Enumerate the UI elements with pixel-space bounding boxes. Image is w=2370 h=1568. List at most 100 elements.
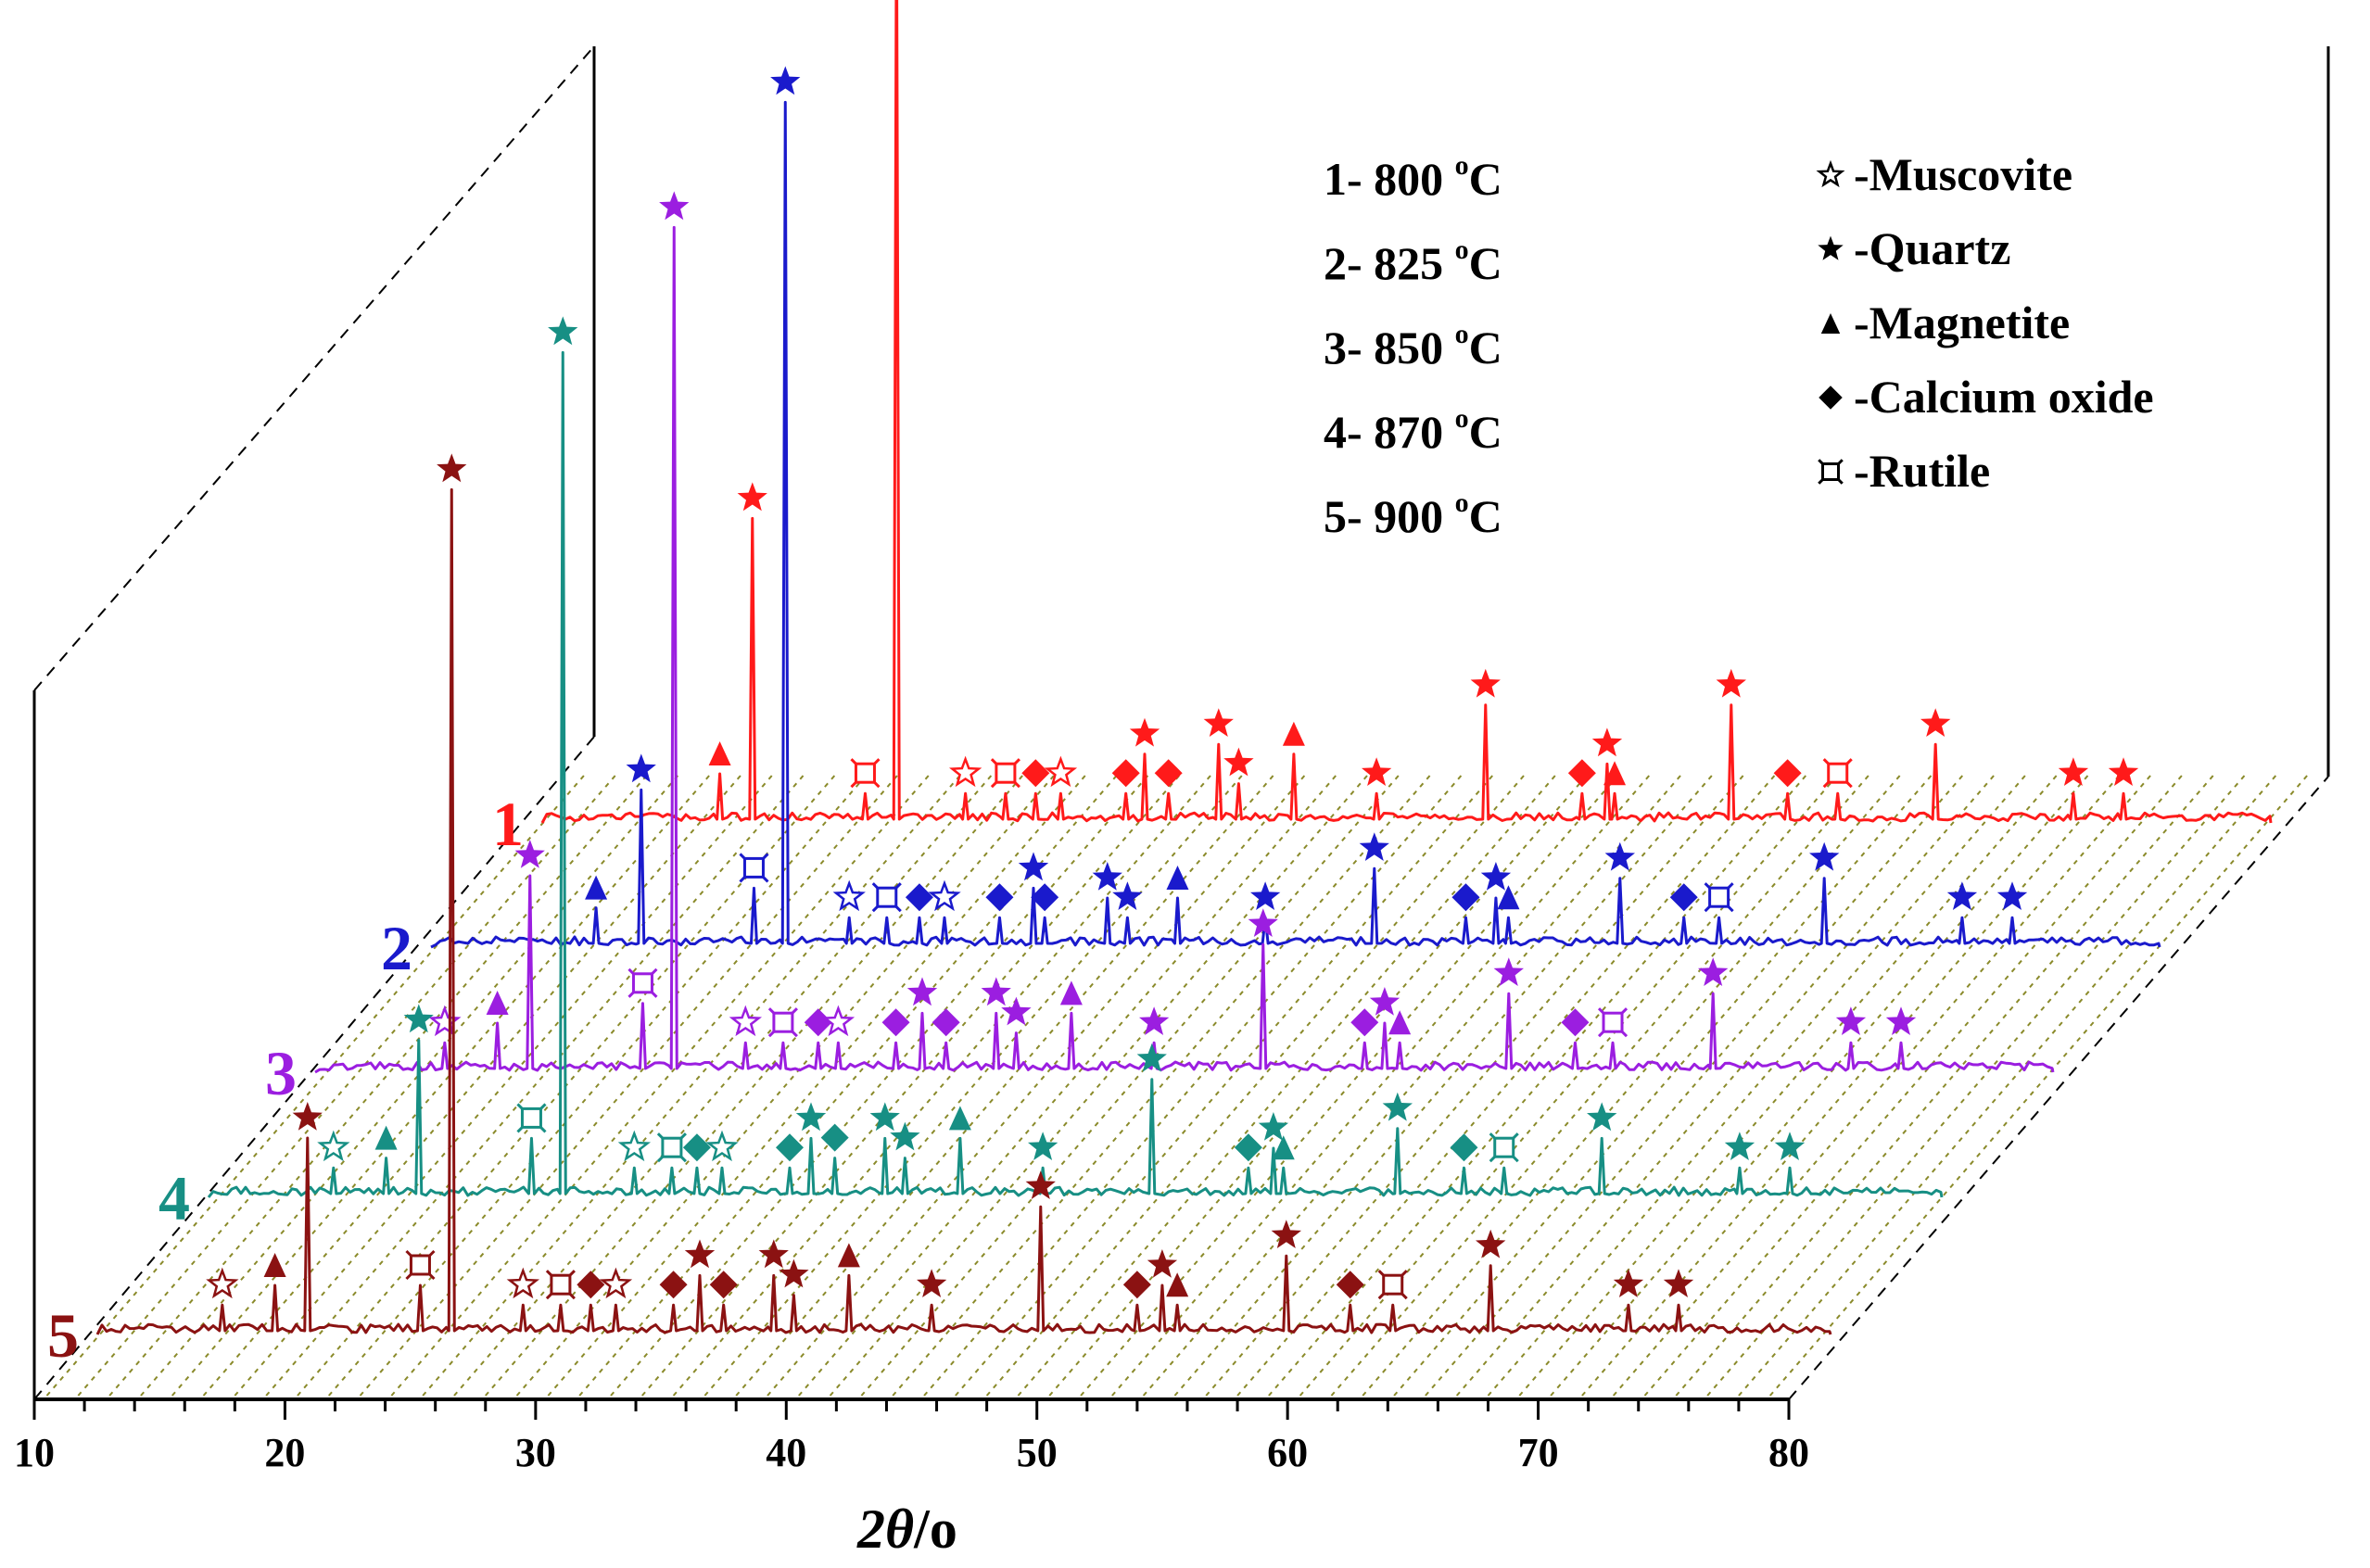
x-tick-label: 10 xyxy=(14,1430,55,1475)
rutile-box xyxy=(854,762,876,784)
rutile-marker xyxy=(656,1132,687,1163)
magnetite-marker xyxy=(263,1253,286,1277)
hatch-line xyxy=(1173,772,1716,1397)
calcium-oxide-marker xyxy=(881,1008,910,1037)
hatch-line xyxy=(703,772,1246,1397)
spectrum-line xyxy=(95,487,1832,1335)
quartz-marker xyxy=(917,1269,947,1297)
rutile-spoke xyxy=(1845,781,1853,789)
hatch-line xyxy=(45,772,588,1397)
calcium-oxide-marker xyxy=(1234,1133,1262,1162)
series-label: 2 xyxy=(381,913,412,983)
rutile-marker xyxy=(767,1007,798,1038)
rutile-spoke xyxy=(873,758,881,765)
rutile-box xyxy=(1493,1136,1515,1158)
hatch-line xyxy=(1487,772,2029,1397)
top-diagonal xyxy=(33,45,595,691)
quartz-marker xyxy=(1809,841,1840,871)
calcium-oxide-marker xyxy=(804,1008,832,1037)
rutile-spoke xyxy=(1400,1270,1408,1277)
magnetite-marker xyxy=(708,741,731,765)
rutile-box xyxy=(995,762,1017,784)
muscovite-marker xyxy=(206,1267,239,1299)
quartz-marker xyxy=(1493,957,1524,986)
calcium-oxide-marker xyxy=(1567,759,1596,788)
quartz-marker xyxy=(1271,1220,1301,1248)
rutile-marker xyxy=(850,758,881,789)
legend-temp-entry: 2- 825 oC xyxy=(1324,234,1502,289)
quartz-marker xyxy=(1885,1006,1917,1035)
x-tick-label: 60 xyxy=(1267,1430,1308,1475)
hatch-line xyxy=(1768,772,2311,1397)
calcium-oxide-marker xyxy=(1350,1008,1379,1037)
legend-temp-unit: C xyxy=(1469,237,1502,289)
quartz-marker xyxy=(1136,1043,1167,1072)
legend-phase-label: -Rutile xyxy=(1854,445,1990,497)
hatch-line xyxy=(453,772,995,1397)
quartz-marker xyxy=(548,316,578,346)
rutile-box xyxy=(742,856,765,879)
rutile-spoke xyxy=(1620,1007,1629,1015)
calcium-oxide-marker xyxy=(1450,1133,1478,1162)
muscovite-marker xyxy=(821,1005,855,1037)
muscovite-marker xyxy=(928,879,961,912)
legend-temp-entry: 4- 870 oC xyxy=(1324,403,1502,458)
hatch-line xyxy=(202,772,744,1397)
rutile-spoke xyxy=(1013,758,1020,765)
hatch-line xyxy=(1268,772,1809,1397)
x-tick-label: 20 xyxy=(264,1430,305,1475)
series-2: 2 xyxy=(381,66,2161,983)
floor-hatch xyxy=(45,772,2311,1397)
rutile-spoke xyxy=(1845,758,1853,765)
calcium-oxide-marker xyxy=(1561,1008,1590,1037)
quartz-marker xyxy=(1663,1269,1694,1297)
hatch-line xyxy=(234,772,776,1397)
quartz-marker xyxy=(437,453,467,483)
quartz-marker xyxy=(514,840,545,868)
series-label: 4 xyxy=(158,1163,190,1233)
series-1: 1 xyxy=(492,0,2273,859)
rutile-spoke xyxy=(894,905,902,913)
legend-temp-degree: o xyxy=(1455,487,1469,518)
series-3: 3 xyxy=(265,191,2055,1108)
hatch-line xyxy=(1675,772,2217,1397)
legend-temp-number: 1- 800 xyxy=(1324,153,1455,205)
quartz-marker xyxy=(403,1004,434,1033)
quartz-marker xyxy=(1591,727,1623,757)
rutile-spoke xyxy=(850,758,857,765)
rutile-spoke xyxy=(545,1293,552,1300)
quartz-marker xyxy=(292,1102,323,1131)
legend-phase-label: -Muscovite xyxy=(1854,148,2072,200)
quartz-marker xyxy=(2108,757,2139,786)
quartz-marker xyxy=(1223,747,1254,777)
hatch-line xyxy=(265,772,806,1397)
quartz-marker xyxy=(1818,235,1844,260)
x-tick-label: 80 xyxy=(1768,1430,1809,1475)
quartz-marker xyxy=(779,1258,809,1288)
legend-temp-entry: 1- 800 oC xyxy=(1324,150,1502,205)
rutile-marker xyxy=(405,1249,436,1281)
magnetite-marker xyxy=(1059,980,1083,1005)
rutile-box xyxy=(661,1136,683,1158)
hatch-line xyxy=(798,772,1339,1397)
quartz-marker xyxy=(1382,1092,1413,1121)
hatch-line xyxy=(860,772,1402,1397)
hatch-line xyxy=(1142,772,1684,1397)
muscovite-marker xyxy=(705,1130,739,1162)
magnetite-marker xyxy=(837,1243,860,1268)
rutile-spoke xyxy=(894,882,902,890)
calcium-oxide-marker xyxy=(1122,1271,1151,1299)
calcium-oxide-marker xyxy=(905,883,933,912)
muscovite-marker xyxy=(617,1130,652,1162)
rutile-spoke xyxy=(1704,882,1711,890)
legend-temp-number: 4- 870 xyxy=(1324,406,1455,458)
quartz-marker xyxy=(1258,1112,1289,1141)
x-axis-unit: /o xyxy=(913,1498,957,1560)
quartz-marker xyxy=(1946,881,1978,910)
x-axis-title: 2θ/o xyxy=(856,1498,957,1560)
hatch-line xyxy=(735,772,1276,1397)
rutile-spoke xyxy=(1597,1007,1605,1015)
spectrum-line xyxy=(540,0,2273,824)
quartz-marker xyxy=(2058,757,2089,786)
